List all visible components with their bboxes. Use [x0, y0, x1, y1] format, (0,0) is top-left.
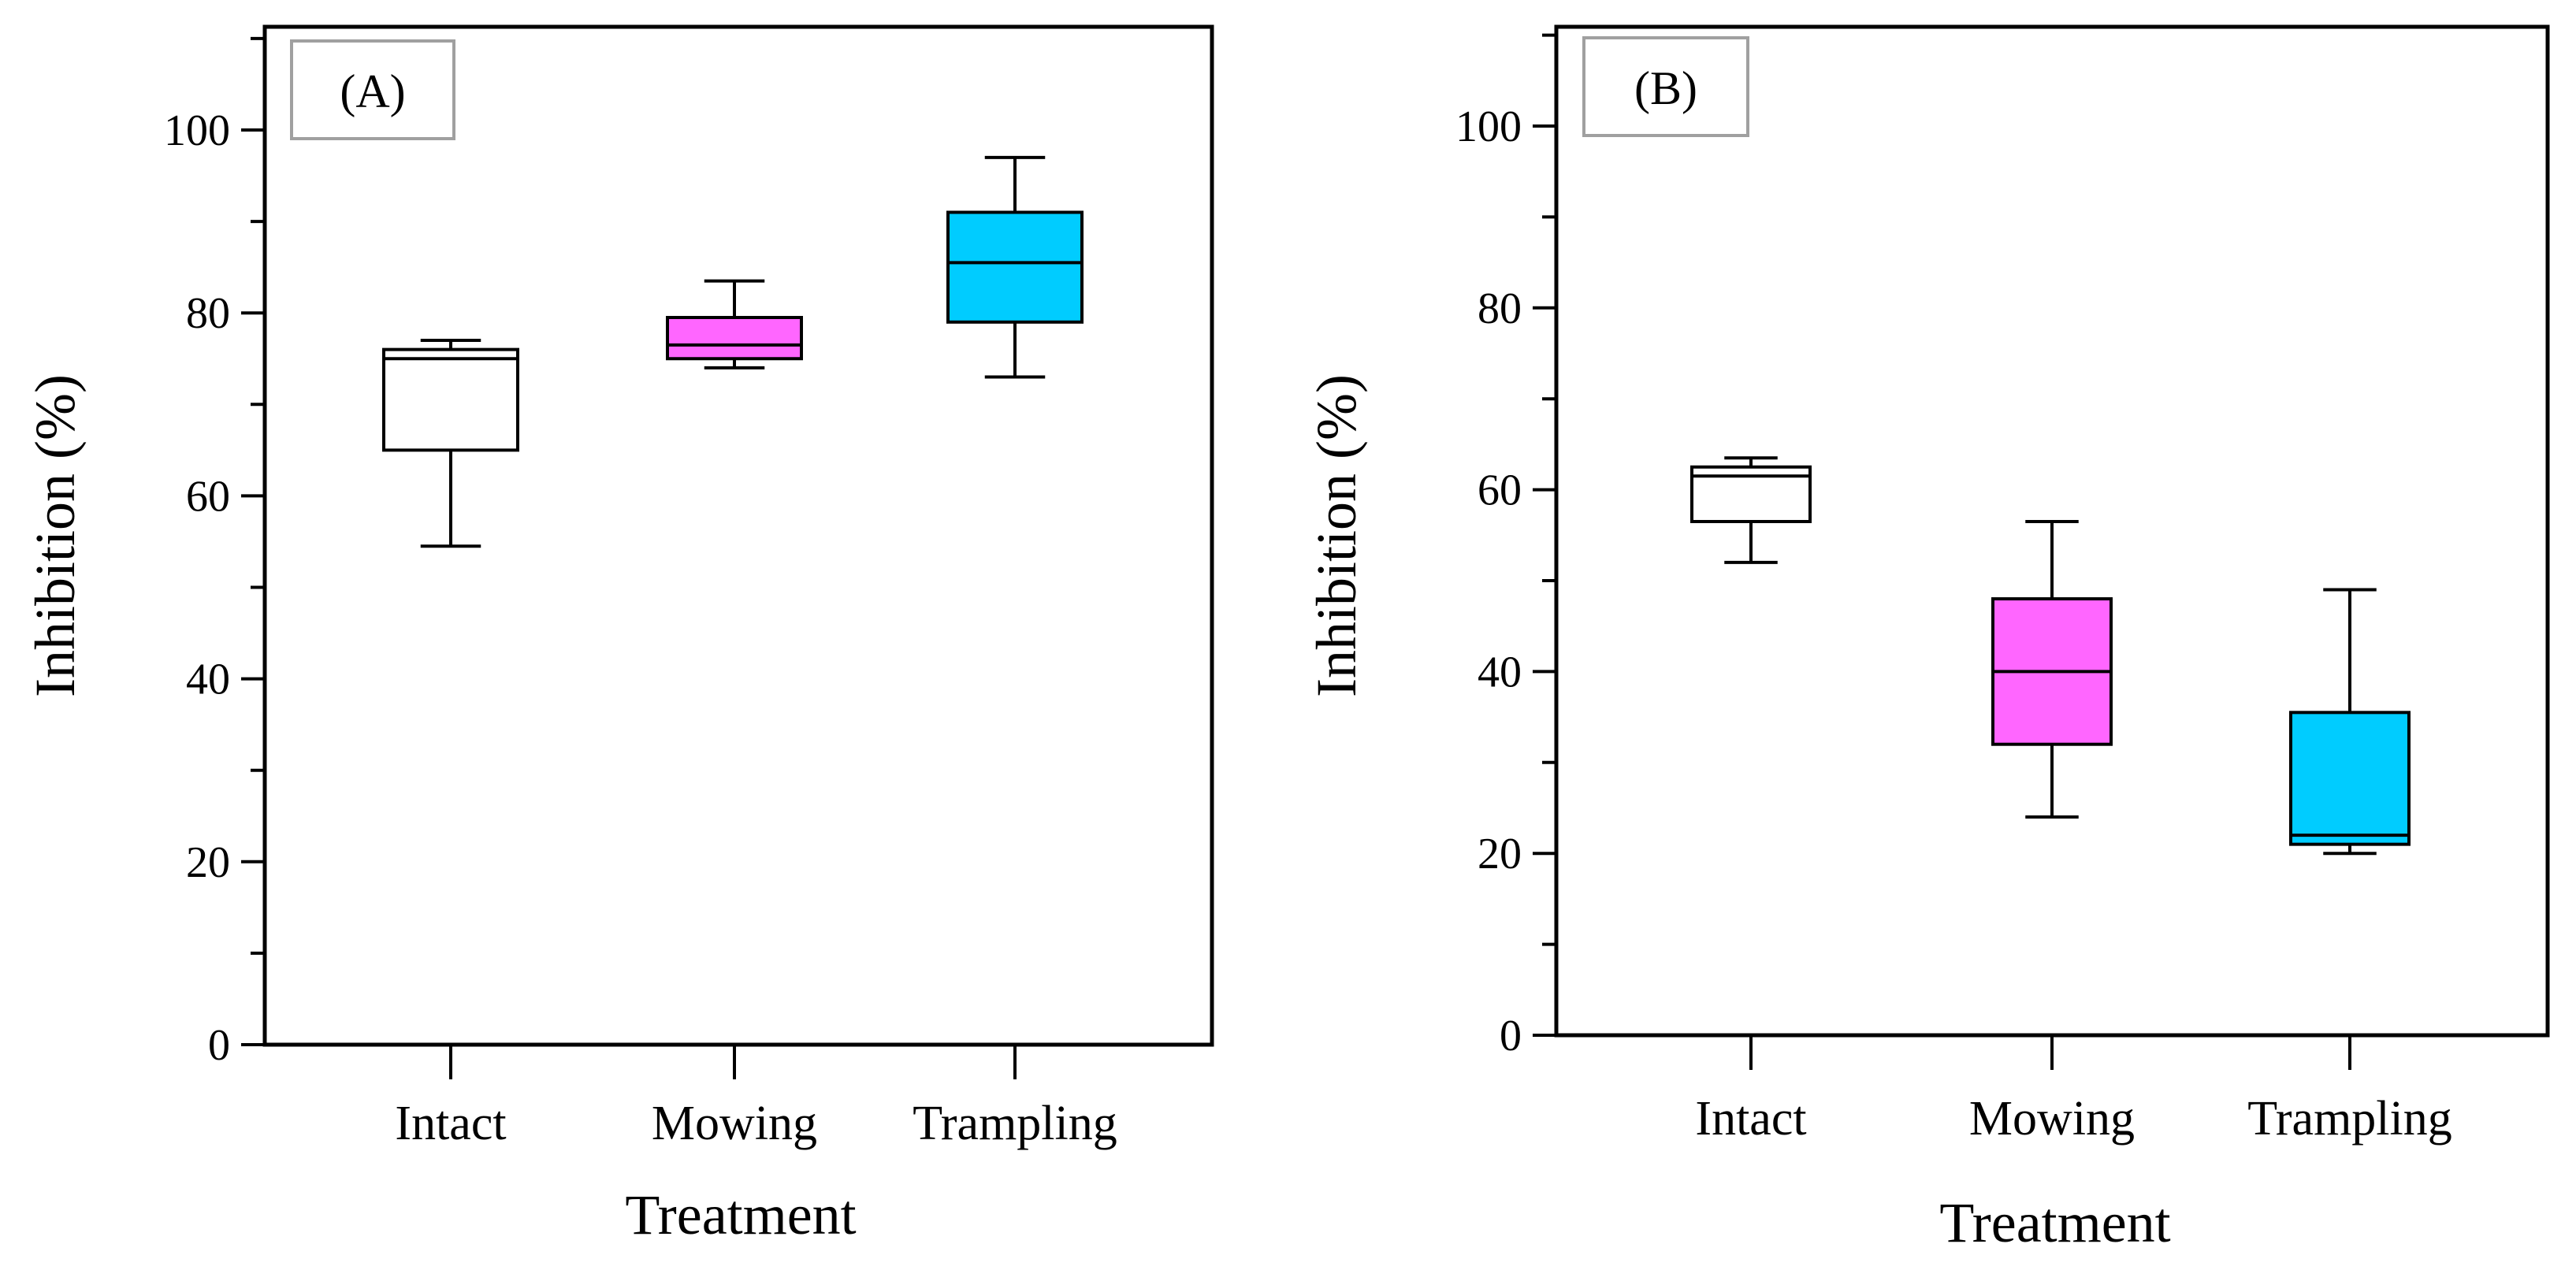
panel-a-x-axis-title: Treatment [625, 1183, 856, 1246]
panel-a-y-tick-label: 0 [208, 1021, 230, 1070]
panel-b-box-mowing [1991, 519, 2113, 819]
panel-b-y-tick-label: 40 [1478, 648, 1522, 696]
panel-b-label-box [1582, 36, 1749, 137]
panel-a: (A) 0 20 40 60 80 100 Intact Mowing Trampling… [24, 24, 1214, 1246]
panel-b-y-axis-title: Inhibition (%) [1305, 374, 1368, 697]
panel-b: (B) 0 20 40 60 80 100 Intact Mowing Trampling… [1305, 24, 2550, 1254]
panel-a-category-label: Intact [395, 1097, 506, 1150]
panel-b-category-label: Intact [1695, 1092, 1806, 1146]
iqr-box [382, 347, 519, 452]
iqr-box [666, 316, 803, 361]
panel-b-y-tick-label: 100 [1455, 102, 1522, 151]
panel-a-y-tick-label: 40 [186, 655, 230, 704]
panel-b-box-trampling [2289, 588, 2411, 856]
panel-a-y-tick-label: 80 [186, 289, 230, 338]
panel-b-boxes [1690, 456, 2411, 856]
panel-a-plot-frame [262, 24, 1214, 1047]
iqr-box [2289, 711, 2411, 846]
panel-b-category-label: Mowing [1969, 1092, 2135, 1146]
panel-a-box-mowing [666, 279, 803, 369]
panel-a-category-label: Mowing [652, 1097, 817, 1150]
panel-b-label: (B) [1634, 62, 1697, 114]
panel-a-label: (A) [340, 65, 405, 117]
panel-a-y-tick-label: 100 [164, 106, 230, 155]
panel-b-y-tick-label: 0 [1500, 1012, 1522, 1060]
panel-a-box-trampling [946, 155, 1084, 379]
panel-a-label-box [290, 39, 455, 140]
panel-a-boxes [382, 155, 1084, 548]
panel-a-y-axis: 0 20 40 60 80 100 [164, 36, 1017, 1079]
panel-b-y-tick-label: 20 [1478, 830, 1522, 878]
panel-b-category-label: Trampling [2247, 1092, 2452, 1146]
panel-a-y-tick-label: 60 [186, 472, 230, 521]
panel-b-y-axis: 0 20 40 60 80 100 [1455, 33, 2351, 1070]
panel-b-x-axis-title: Treatment [1939, 1191, 2170, 1254]
panel-b-y-tick-label: 80 [1478, 284, 1522, 333]
panel-a-y-tick-label: 20 [186, 838, 230, 887]
panel-b-box-intact [1690, 456, 1812, 564]
panel-b-y-tick-label: 60 [1478, 466, 1522, 515]
panel-a-category-label: Trampling [913, 1097, 1117, 1150]
iqr-box [946, 210, 1084, 324]
panel-a-box-intact [382, 339, 519, 548]
panel-a-y-axis-title: Inhibition (%) [24, 374, 87, 697]
